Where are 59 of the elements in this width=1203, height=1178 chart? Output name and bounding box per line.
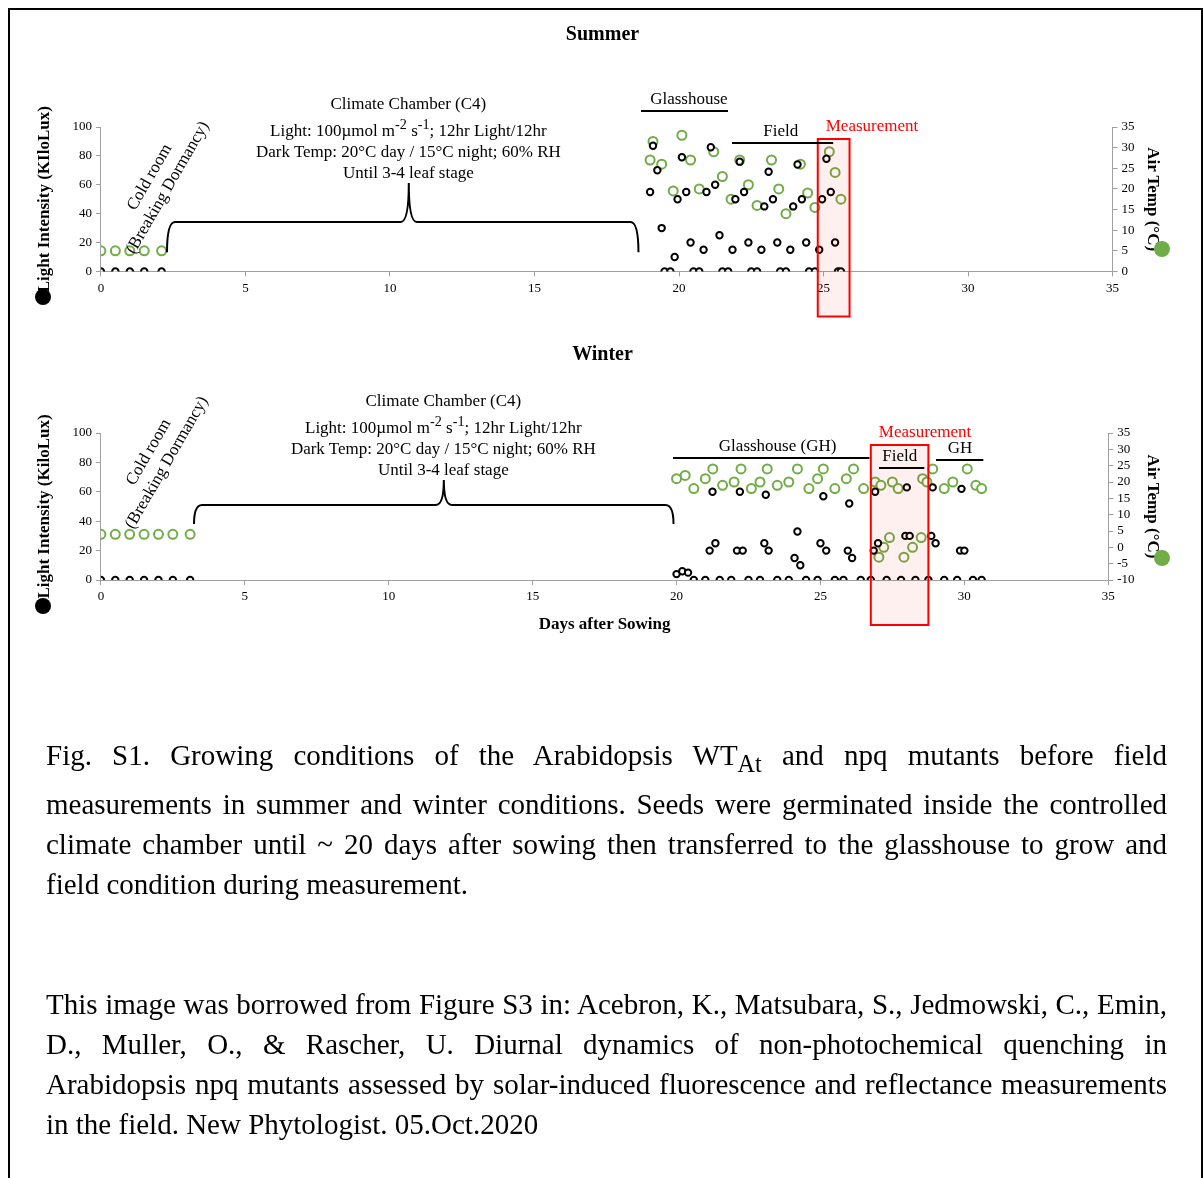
band-label: Measurement	[825, 115, 919, 136]
annotation: Climate Chamber (C4) Light: 100µmol m$^{-2}$ s$^{-1}$; 12hr Light/12hr Dark Temp: 20°C day / 15°C night; 60% RH Until 3-4 leaf stage	[255, 93, 561, 183]
y2-tick-label: 0	[1121, 262, 1129, 278]
y-axis-title: Light Intensity (KiloLux)	[33, 414, 53, 599]
x-tick-label: 15	[527, 279, 541, 295]
x-tick-label: 10	[383, 279, 397, 295]
y2-tick-label: 20	[1117, 473, 1131, 489]
y2-tick-label: 30	[1117, 440, 1131, 456]
x-tick-label: 0	[97, 588, 105, 604]
x-tick-label: 10	[382, 588, 396, 604]
annotation: Field	[763, 119, 799, 141]
x-tick-label: 20	[672, 279, 686, 295]
x-tick-label: 0	[97, 279, 105, 295]
y-axis-title: Light Intensity (KIloLux)	[33, 106, 53, 293]
annotation: Field	[882, 444, 918, 466]
y2-tick-label: 5	[1121, 242, 1129, 258]
x-tick-label: 30	[961, 279, 975, 295]
y2-tick-label: 35	[1121, 118, 1135, 134]
x-tick-label: 20	[670, 588, 684, 604]
y2-tick-label: 0	[1117, 538, 1124, 554]
chart-title: Summer	[565, 22, 640, 45]
y2-tick-label: 15	[1121, 200, 1135, 216]
annotation: Glasshouse (GH)	[718, 434, 837, 456]
y2-tick-label: 30	[1121, 139, 1135, 155]
y2-tick-label: 10	[1121, 221, 1135, 237]
y-tick-label: 40	[78, 205, 92, 221]
x-tick-label: 35	[1101, 588, 1115, 604]
x-tick-label: 25	[813, 588, 827, 604]
x-axis-title: Days after Sowing	[538, 614, 672, 634]
x-tick-label: 15	[526, 588, 540, 604]
y2-tick-label: 35	[1117, 424, 1131, 440]
y-tick-label: 80	[78, 453, 92, 469]
y2-tick-label: 10	[1117, 506, 1131, 522]
text: This image was borrowed from Figure S3 in: Acebron, K., Matsubara, S., Jedmowski, C., Emin, D., Muller, O., & Rascher, U. Diurnal dynamics of non-photochemical quenching in Arabidopsis npq mutants assessed by solar-induced fluorescence and reflectance measurements in the field. New Phytologist. 05.Oct.2020	[46, 986, 1167, 1142]
x-tick-label: 5	[241, 588, 249, 604]
y2-tick-label: 20	[1121, 180, 1135, 196]
y2-tick-label: 25	[1117, 457, 1131, 473]
x-tick-label: 5	[242, 279, 249, 295]
y-tick-label: 100	[72, 118, 92, 134]
y-tick-label: 80	[78, 147, 92, 163]
chart-title: Winter	[572, 342, 633, 365]
annotation: Climate Chamber (C4) Light: 100µmol m$^{-2}$ s$^{-1}$; 12hr Light/12hr Dark Temp: 20°C day / 15°C night; 60% RH Until 3-4 leaf stage	[290, 390, 596, 480]
y-tick-label: 0	[85, 571, 92, 587]
y-tick-label: 60	[78, 176, 92, 192]
y-tick-label: 20	[78, 233, 92, 249]
y2-tick-label: 5	[1117, 522, 1124, 538]
y-tick-label: 60	[78, 483, 92, 499]
y-tick-label: 0	[85, 262, 92, 278]
caption: Fig. S1. Growing conditions of the Arabidopsis WT$_{At}$ and npq mutants before field measurements in summer and winter conditions. Seeds were germinated inside the controlled climate chamber until ~ 20 days after sowing then transferred to the glasshouse to grow and field condition during measurement.	[46, 738, 1167, 902]
y-tick-label: 40	[78, 512, 92, 528]
text: Glasshouse	[650, 88, 728, 110]
y2-tick-label: -5	[1117, 555, 1129, 571]
y2-tick-label: 25	[1121, 159, 1135, 175]
x-tick-label: 30	[957, 588, 971, 604]
y2-tick-label: 15	[1117, 489, 1131, 505]
x-tick-label: 35	[1106, 279, 1120, 295]
y-tick-label: 20	[78, 542, 92, 558]
y-tick-label: 100	[72, 424, 92, 440]
y2-tick-label: -10	[1117, 571, 1135, 587]
